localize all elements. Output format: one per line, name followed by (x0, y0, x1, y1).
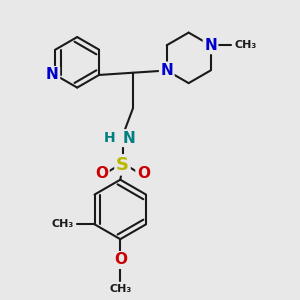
Text: CH₃: CH₃ (52, 219, 74, 229)
Text: N: N (46, 68, 59, 82)
Text: N: N (122, 130, 135, 146)
Text: CH₃: CH₃ (109, 284, 131, 294)
Text: N: N (160, 63, 173, 78)
Text: N: N (204, 38, 217, 53)
Text: O: O (137, 166, 150, 181)
Text: S: S (116, 156, 129, 174)
Text: H: H (103, 131, 115, 145)
Text: O: O (95, 166, 108, 181)
Text: CH₃: CH₃ (234, 40, 256, 50)
Text: O: O (114, 253, 127, 268)
